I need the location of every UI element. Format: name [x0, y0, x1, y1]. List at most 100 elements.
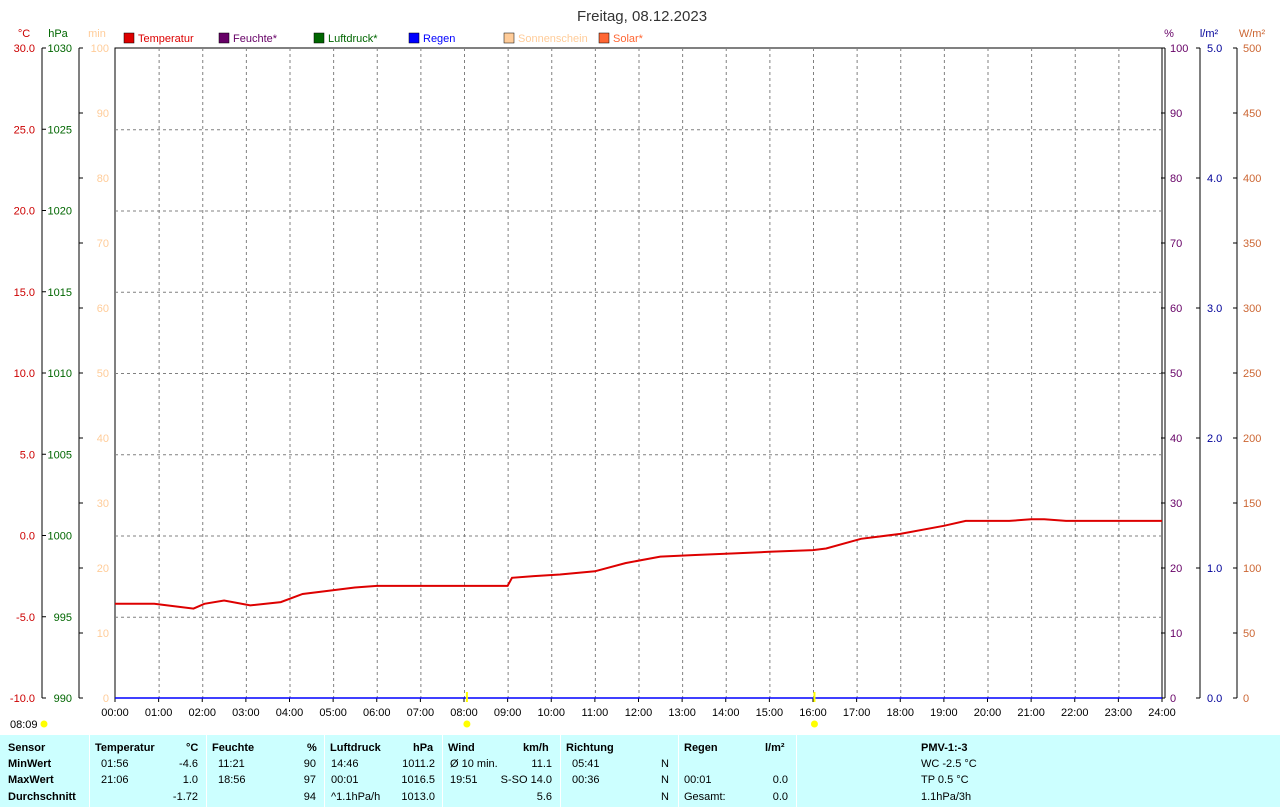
- series-temperatur: [115, 518, 1162, 610]
- axis-tick-humidity: 40: [1170, 433, 1182, 445]
- axis-tick-pressure: 1030: [48, 43, 72, 55]
- legend-swatch: [123, 32, 135, 44]
- table-cell-temp-val: -4.6: [179, 758, 198, 770]
- axis-tick-humidity: 100: [1170, 43, 1188, 55]
- table-cell-rain-time: Gesamt:: [684, 791, 726, 803]
- table-cell-wind-val: 11.1: [531, 758, 552, 770]
- axis-tick-humidity: 90: [1170, 108, 1182, 120]
- axis-tick-temperature: 15.0: [14, 287, 35, 299]
- axis-tick-pressure: 1000: [48, 531, 72, 543]
- table-cell-hum-val: 94: [303, 791, 316, 803]
- axis-tick-solar: 450: [1243, 108, 1261, 120]
- table-cell-press-time: 00:01: [331, 774, 359, 786]
- table-cell-dir-val: N: [661, 774, 669, 786]
- table-cell-press-time: ^1.1hPa/h: [331, 791, 381, 803]
- time-marker: [40, 720, 48, 728]
- table-cell-rain-val: 0.0: [772, 791, 788, 803]
- header-sensor: Sensor: [8, 742, 46, 754]
- x-axis: 00:00 01:00 02:00 03:00 04:00 05:00 06:00 07:00…: [101, 698, 1176, 719]
- legend-swatch: [503, 32, 515, 44]
- legend-swatch: [598, 32, 610, 44]
- time-label: 08:09: [10, 719, 38, 731]
- axis-unit-pressure: hPa: [48, 28, 68, 40]
- x-tick-label: 20:00: [974, 707, 1002, 719]
- table-cell-label: MaxWert: [8, 774, 54, 786]
- axis-unit-humidity: %: [1164, 28, 1174, 40]
- table-cell-label: Durchschnitt: [8, 791, 76, 803]
- table-cell-wind-val: 5.6: [536, 791, 552, 803]
- axis-tick-sunshine: 100: [91, 43, 109, 55]
- table-cell-extra: 1.1hPa/3h: [921, 791, 972, 803]
- axis-tick-humidity: 70: [1170, 238, 1182, 250]
- axis-tick-humidity: 0: [1170, 693, 1176, 705]
- axis-tick-rain: 3.0: [1207, 303, 1222, 315]
- axis-tick-humidity: 80: [1170, 173, 1182, 185]
- table-cell-temp-val: -1.72: [172, 791, 198, 803]
- axis-tick-pressure: 995: [54, 612, 72, 624]
- axis-tick-temperature: -10.0: [10, 693, 35, 705]
- header-wind: Wind: [448, 742, 475, 754]
- axis-tick-rain: 2.0: [1207, 433, 1222, 445]
- header-temp-unit: °C: [186, 742, 199, 754]
- statistics-table: Sensor Temperatur °C Feuchte % Luftdruck…: [0, 735, 1280, 807]
- table-cell-press-val: 1013.0: [401, 791, 435, 803]
- x-tick-label: 24:00: [1148, 707, 1176, 719]
- table-cell-hum-val: 90: [303, 758, 316, 770]
- table-cell-hum-val: 97: [303, 774, 316, 786]
- x-tick-label: 23:00: [1105, 707, 1133, 719]
- table-cell-dir-time: 05:41: [572, 758, 600, 770]
- table-cell-press-time: 14:46: [331, 758, 359, 770]
- axis-tick-solar: 250: [1243, 368, 1261, 380]
- axis-tick-sunshine: 20: [97, 563, 109, 575]
- header-pressure: Luftdruck: [330, 742, 381, 754]
- axis-tick-temperature: 20.0: [14, 206, 35, 218]
- x-tick-label: 17:00: [843, 707, 871, 719]
- legend-label: Temperatur: [138, 33, 194, 45]
- axis-tick-sunshine: 10: [97, 628, 109, 640]
- axis-unit-temperature: °C: [18, 28, 30, 40]
- table-cell-label: MinWert: [8, 758, 52, 770]
- header-rain: Regen: [684, 742, 718, 754]
- chart-legend: Temperatur Feuchte* Luftdruck* Regen Sonnens…: [123, 32, 644, 45]
- axis-tick-solar: 350: [1243, 238, 1261, 250]
- axis-tick-solar: 300: [1243, 303, 1261, 315]
- legend-label: Regen: [423, 33, 455, 45]
- axis-tick-temperature: 0.0: [20, 531, 35, 543]
- header-hum-unit: %: [307, 742, 317, 754]
- x-tick-label: 13:00: [668, 707, 696, 719]
- axis-tick-humidity: 10: [1170, 628, 1182, 640]
- header-pmv: PMV-1:-3: [921, 742, 968, 754]
- axis-tick-solar: 200: [1243, 433, 1261, 445]
- axis-tick-sunshine: 60: [97, 303, 109, 315]
- table-cell-dir-time: 00:36: [572, 774, 600, 786]
- table-cell-temp-val: 1.0: [182, 774, 198, 786]
- x-tick-label: 04:00: [276, 707, 304, 719]
- axis-tick-temperature: 25.0: [14, 124, 35, 136]
- table-cell-rain-time: 00:01: [684, 774, 712, 786]
- x-tick-label: 21:00: [1017, 707, 1045, 719]
- table-cell-press-val: 1016.5: [401, 774, 435, 786]
- x-tick-label: 12:00: [625, 707, 653, 719]
- table-cell-extra: TP 0.5 °C: [921, 774, 969, 786]
- table-cell-hum-time: 11:21: [218, 758, 245, 770]
- x-tick-label: 18:00: [886, 707, 914, 719]
- axis-tick-sunshine: 70: [97, 238, 109, 250]
- axis-tick-pressure: 990: [54, 693, 72, 705]
- axis-tick-humidity: 20: [1170, 563, 1182, 575]
- x-tick-label: 16:00: [799, 707, 827, 719]
- axis-tick-solar: 400: [1243, 173, 1261, 185]
- x-tick-label: 05:00: [319, 707, 347, 719]
- header-temperature: Temperatur: [95, 742, 155, 754]
- x-tick-label: 19:00: [930, 707, 958, 719]
- axis-tick-sunshine: 40: [97, 433, 109, 445]
- header-humidity: Feuchte: [212, 742, 255, 754]
- axis-tick-sunshine: 0: [103, 693, 109, 705]
- legend-swatch: [218, 32, 230, 44]
- legend-label: Sonnenschein: [518, 33, 588, 45]
- x-tick-label: 11:00: [582, 707, 609, 719]
- x-tick-label: 07:00: [407, 707, 435, 719]
- axis-tick-rain: 0.0: [1207, 693, 1222, 705]
- x-tick-label: 10:00: [537, 707, 565, 719]
- axis-tick-pressure: 1020: [48, 206, 72, 218]
- axis-tick-humidity: 30: [1170, 498, 1182, 510]
